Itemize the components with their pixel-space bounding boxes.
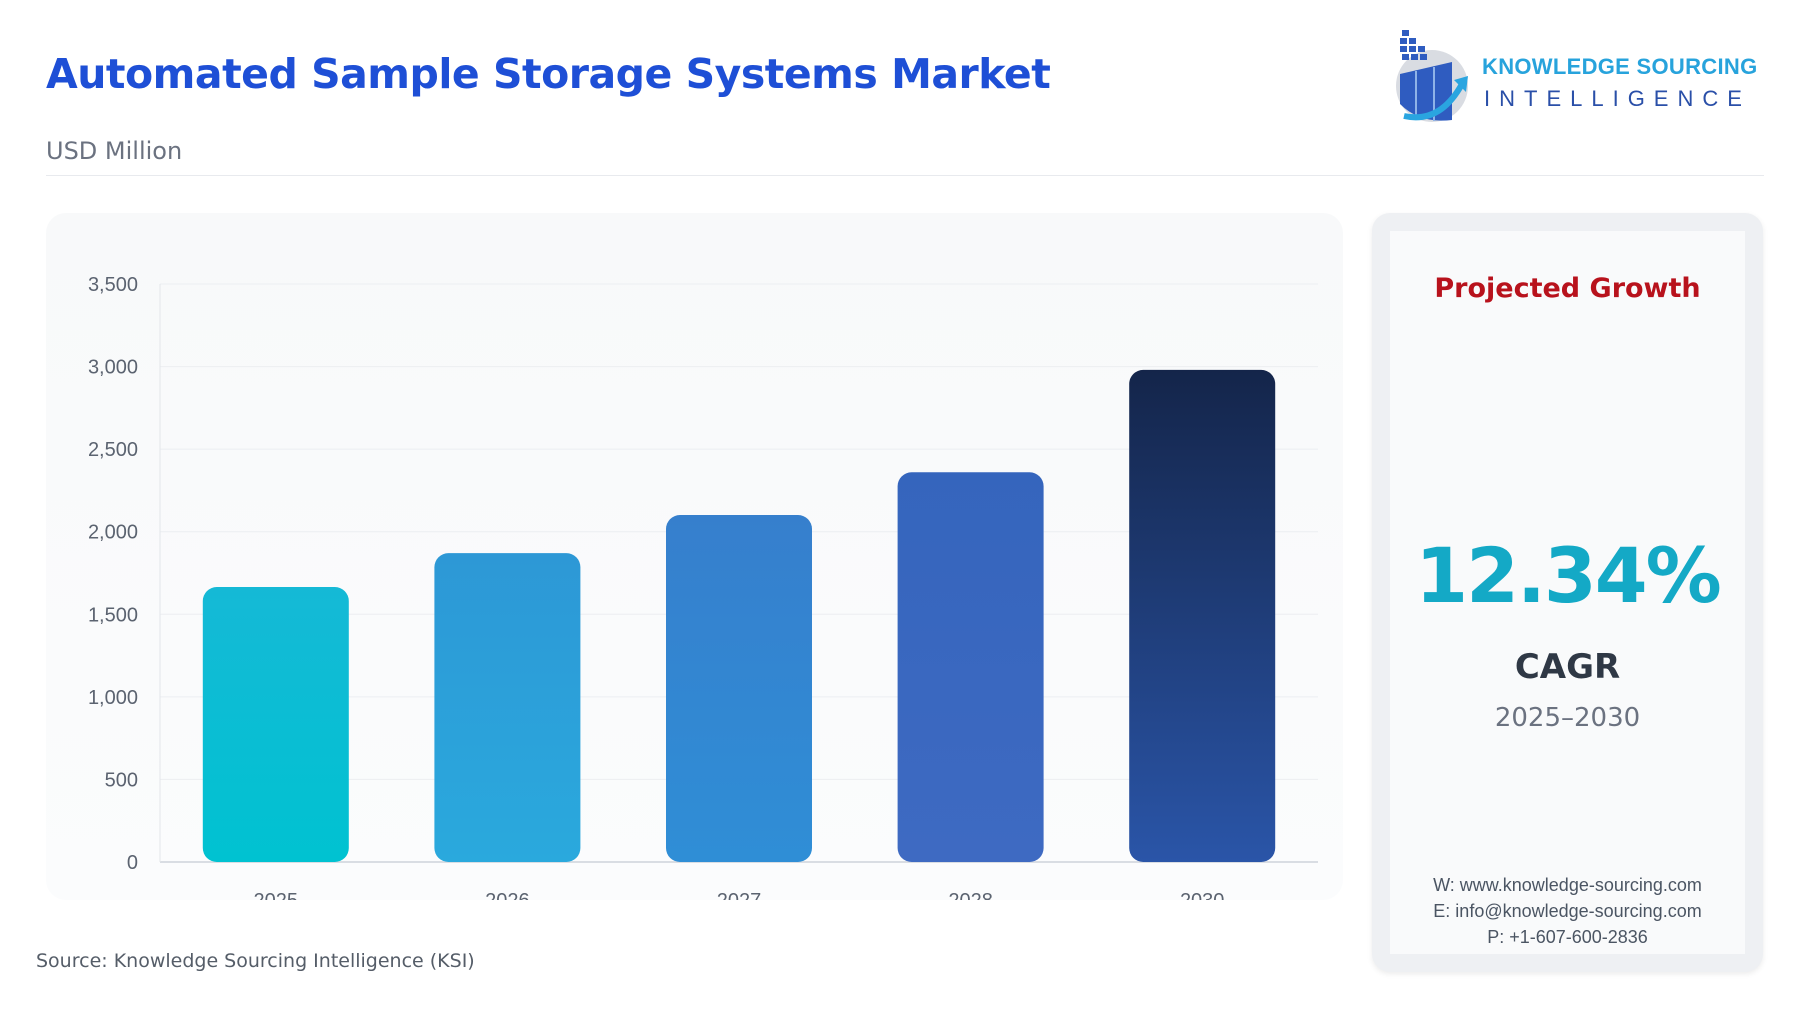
x-tick-label: 2025: [254, 890, 299, 900]
y-tick-label: 3,500: [88, 274, 138, 296]
bar-chart: 0 500 1,000 1,500 2,000 2,500 3,000 3,500 2025 20…: [88, 274, 1318, 900]
cagr-label: CAGR: [1514, 647, 1621, 687]
logo-text-line2: INTELLIGENCE: [1484, 86, 1751, 111]
y-tick-label: 1,000: [88, 687, 138, 709]
company-logo: KNOWLEDGE SOURCING INTELLIGENCE: [1390, 24, 1800, 124]
bar-2027: [666, 515, 812, 862]
page-title: Automated Sample Storage Systems Market: [46, 50, 1051, 98]
source-note: Source: Knowledge Sourcing Intelligence …: [36, 950, 475, 972]
y-tick-label: 2,500: [88, 439, 138, 461]
growth-heading: Projected Growth: [1434, 273, 1701, 304]
contact-phone: P: +1-607-600-2836: [1487, 927, 1648, 947]
chart-card: 0 500 1,000 1,500 2,000 2,500 3,000 3,500 2025 20…: [46, 213, 1343, 900]
x-tick-label: 2030: [1180, 890, 1225, 900]
growth-panel: Projected Growth 12.34% CAGR 2025–2030 W…: [1372, 213, 1763, 972]
logo-text-line1: KNOWLEDGE SOURCING: [1482, 54, 1758, 79]
cagr-period: 2025–2030: [1494, 703, 1641, 733]
logo-icon: [1396, 30, 1468, 122]
bar-2030: [1129, 369, 1276, 862]
contact-email: E: info@knowledge-sourcing.com: [1433, 901, 1702, 921]
y-tick-label: 2,000: [88, 522, 138, 544]
bar-2025: [202, 587, 349, 862]
bar-2028: [897, 472, 1044, 862]
contact-website: W: www.knowledge-sourcing.com: [1433, 875, 1702, 895]
bar-2026: [434, 553, 581, 862]
y-tick-label: 3,000: [88, 357, 138, 379]
cagr-value: 12.34%: [1415, 531, 1722, 620]
unit-subtitle: USD Million: [46, 137, 183, 165]
y-tick-label: 500: [105, 769, 138, 791]
x-tick-label: 2026: [485, 890, 530, 900]
y-tick-label: 1,500: [88, 604, 138, 626]
x-tick-label: 2027: [717, 890, 762, 900]
x-tick-label: 2028: [948, 890, 993, 900]
y-tick-label: 0: [127, 852, 138, 874]
divider: [46, 175, 1764, 176]
